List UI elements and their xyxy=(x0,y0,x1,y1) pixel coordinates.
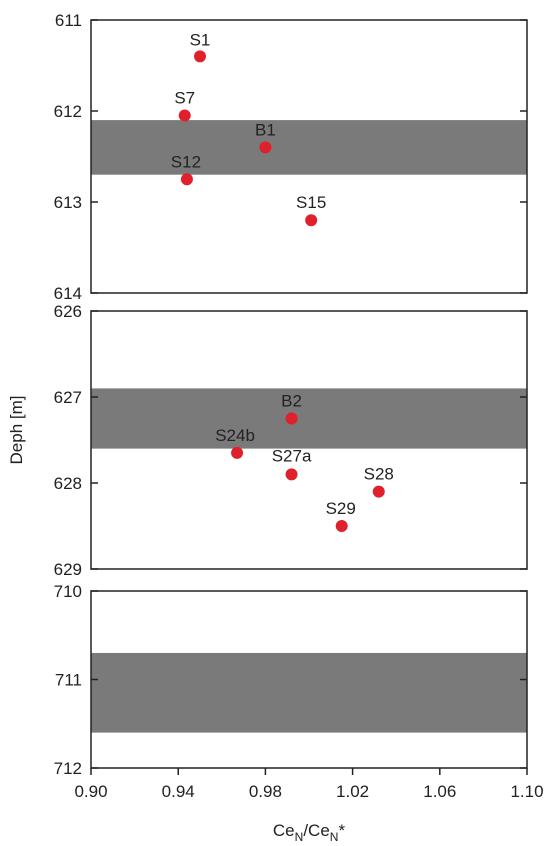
x-axis-title-sub: N xyxy=(295,830,304,844)
data-point xyxy=(231,446,244,459)
data-point xyxy=(305,214,318,227)
y-tick-label: 628 xyxy=(54,474,82,493)
y-tick-label: 629 xyxy=(54,560,82,579)
data-point xyxy=(178,109,191,122)
depth-band xyxy=(91,120,527,175)
x-axis: 0.90 0.94 0.98 1.02 1.06 1.10 xyxy=(74,768,544,801)
panel-2: 626 627 628 629 B2 S24b S27a S28 S29 xyxy=(54,302,528,579)
point-label: B1 xyxy=(255,120,276,139)
x-tick-label: 0.98 xyxy=(249,782,282,801)
panel-1: 611 612 613 614 S1 S7 B1 S12 S15 xyxy=(54,11,528,303)
y-tick-label: 611 xyxy=(55,11,82,30)
y-tick-label: 627 xyxy=(54,388,82,407)
data-point xyxy=(259,141,272,154)
y-tick-label: 712 xyxy=(54,759,82,778)
data-point xyxy=(285,468,298,481)
chart-panels: 611 612 613 614 S1 S7 B1 S12 S15 626 627 628 629 B2 S2… xyxy=(54,11,528,778)
point-label: S29 xyxy=(326,499,356,518)
x-tick-label: 1.02 xyxy=(336,782,369,801)
data-point xyxy=(194,50,206,63)
data-point xyxy=(180,173,193,186)
data-point xyxy=(372,485,385,498)
x-tick-label: 0.94 xyxy=(162,782,195,801)
y-tick-label: 626 xyxy=(54,302,82,321)
depth-band xyxy=(91,388,527,449)
x-axis-title: CeN/CeN* xyxy=(273,821,346,844)
point-label: S28 xyxy=(364,465,394,484)
x-tick-label: 1.06 xyxy=(423,782,456,801)
point-label: S1 xyxy=(190,30,211,49)
point-label: S7 xyxy=(174,89,195,108)
depth-band xyxy=(91,652,527,733)
x-axis-title-part: * xyxy=(338,821,345,840)
x-axis-title-part: /Ce xyxy=(303,821,329,840)
data-point xyxy=(335,520,348,532)
point-label: S27a xyxy=(272,446,312,465)
point-label: S24b xyxy=(215,426,255,445)
y-tick-label: 613 xyxy=(54,193,82,212)
x-tick-label: 1.10 xyxy=(510,782,543,801)
y-tick-label: 710 xyxy=(54,582,82,601)
x-axis-title-sub: N xyxy=(330,830,339,844)
point-label: S12 xyxy=(171,152,201,171)
y-tick-label: 612 xyxy=(54,102,82,121)
x-axis-title-part: Ce xyxy=(273,821,295,840)
panel-frame xyxy=(90,19,528,294)
point-label: B2 xyxy=(281,392,302,411)
y-tick-label: 711 xyxy=(55,671,82,690)
y-tick-label: 614 xyxy=(54,284,82,303)
y-axis-title: Deph [m] xyxy=(7,396,26,465)
x-tick-label: 0.90 xyxy=(74,782,107,801)
panel-3: 710 711 712 xyxy=(54,582,528,778)
point-label: S15 xyxy=(296,193,326,212)
panel-frame xyxy=(90,310,528,570)
data-point xyxy=(285,412,298,425)
